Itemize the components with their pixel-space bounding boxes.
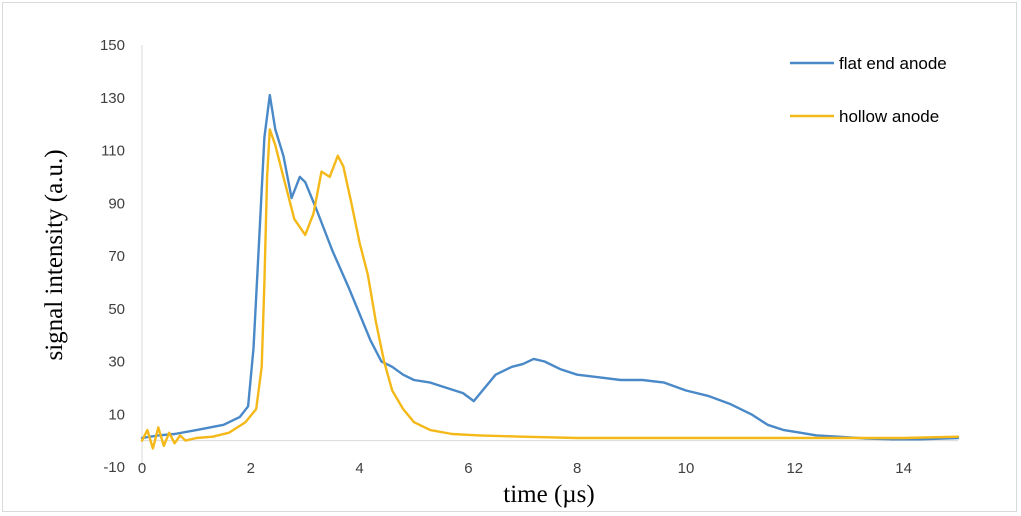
- x-tick-label: 0: [138, 460, 146, 477]
- x-tick-label: 12: [786, 460, 803, 477]
- y-tick-label: 30: [108, 354, 125, 371]
- y-tick-label: 50: [108, 301, 125, 318]
- legend: flat end anode hollow anode: [790, 54, 947, 126]
- axes: -10 10 30 50 70 90 110 130 150 0 2 4 6 8 10 12 14: [100, 37, 958, 477]
- legend-label-2: hollow anode: [839, 107, 939, 126]
- y-tick-label: -10: [103, 459, 125, 476]
- y-axis-title: signal intensity (a.u.): [41, 149, 68, 360]
- y-tick-label: 10: [108, 406, 125, 423]
- series-line-2: [140, 128, 960, 450]
- y-tick-label: 90: [108, 195, 125, 212]
- x-tick-label: 2: [247, 460, 255, 477]
- y-tick-label: 110: [101, 143, 125, 160]
- y-tick-label: 150: [100, 37, 125, 54]
- x-tick-label: 4: [355, 460, 363, 477]
- x-tick-label: 10: [678, 460, 695, 477]
- series-line-1: [140, 93, 960, 441]
- x-tick-label: 8: [573, 460, 581, 477]
- x-tick-label: 14: [895, 460, 912, 477]
- y-tick-label: 70: [108, 248, 125, 265]
- x-tick-label: 6: [464, 460, 472, 477]
- x-axis-title: time (µs): [503, 481, 594, 508]
- legend-label-1: flat end anode: [839, 54, 947, 73]
- y-tick-label: 130: [100, 90, 125, 107]
- series-layer: [140, 93, 960, 450]
